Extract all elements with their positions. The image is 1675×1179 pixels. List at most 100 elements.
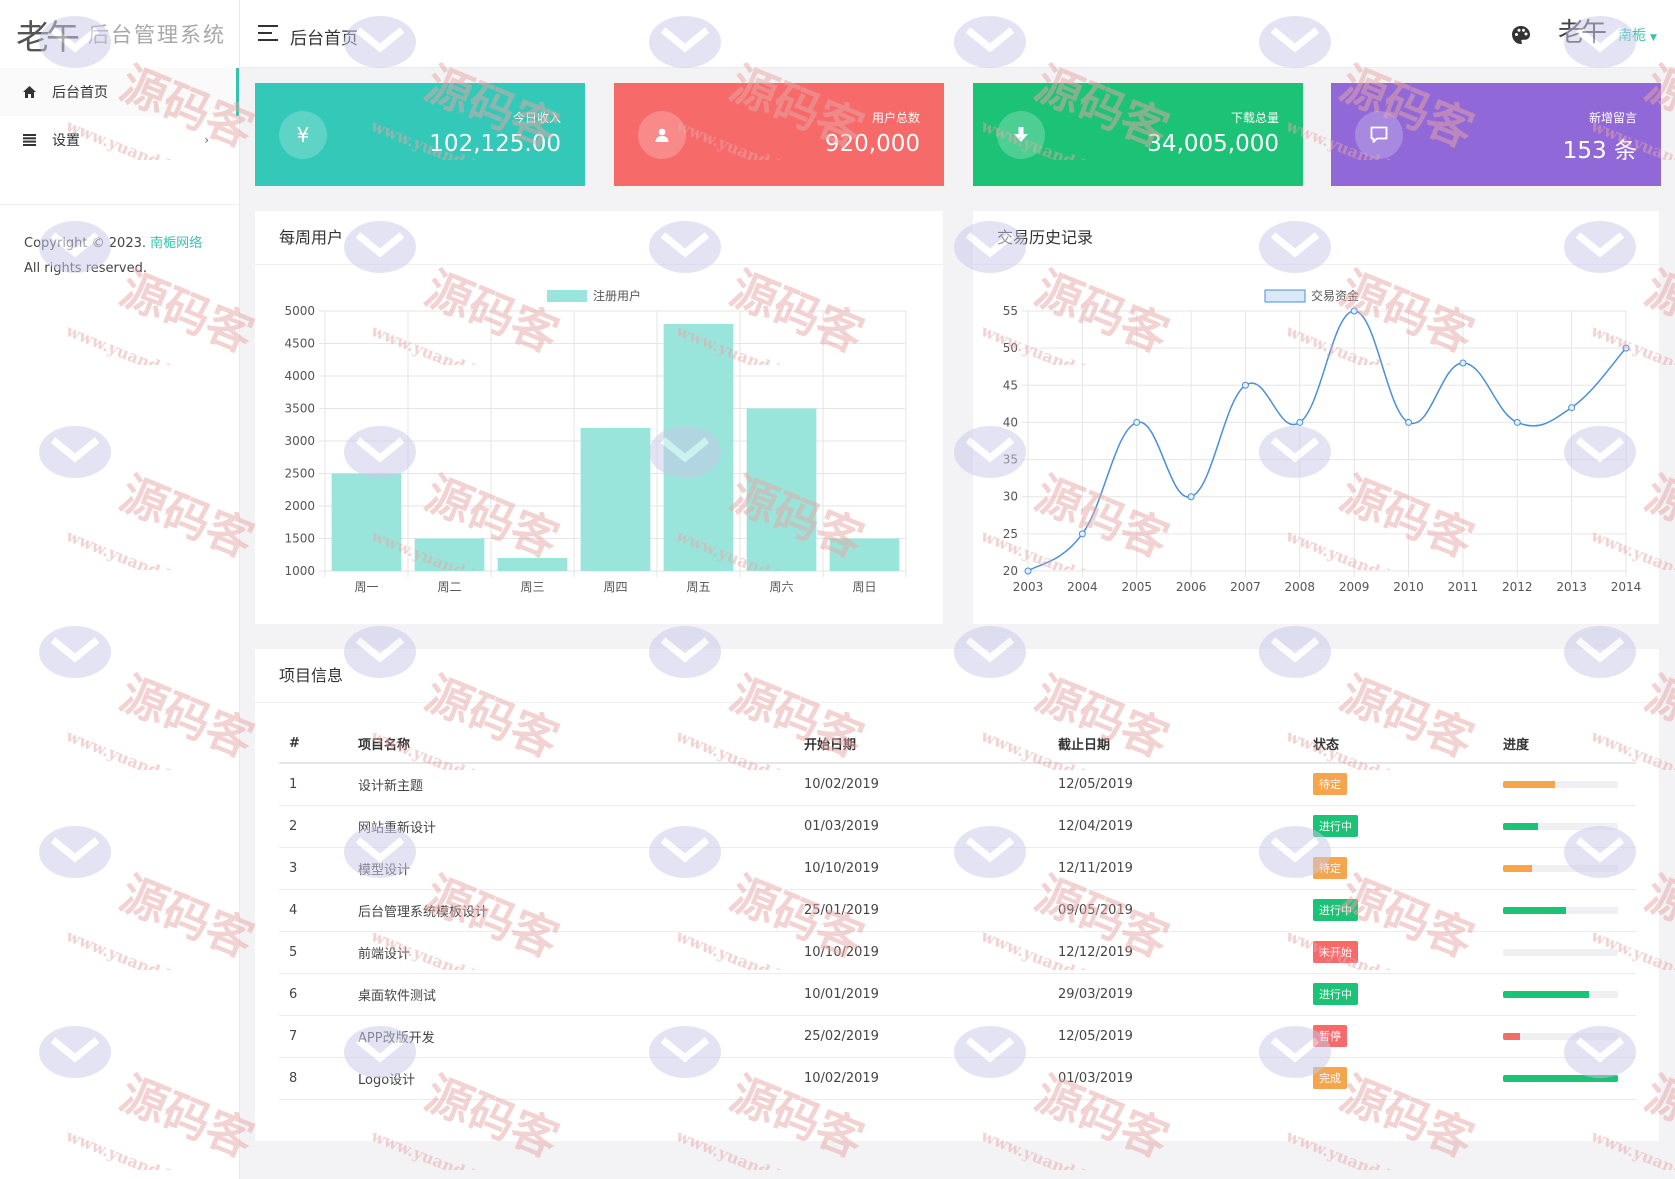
row-index: 6 [279,973,358,1016]
data-point[interactable] [1350,307,1358,315]
sidebar-item-label: 设置 [52,133,80,149]
logo-mark: 老午 [16,17,80,58]
copyright-suffix: All rights reserved. [24,261,147,276]
stat-label: 下载总量 [1230,111,1279,125]
project-table: # 项目名称 开始日期 截止日期 状态 进度 1 设计新主题 10/02/2019 1… [279,725,1636,1100]
row-index: 5 [279,931,358,974]
y-tick-label: 1500 [284,532,315,546]
user-icon [638,111,686,159]
data-point[interactable] [1296,418,1304,426]
copyright-prefix: Copyright © 2023. [24,236,151,251]
table-row: 3 模型设计 10/10/2019 12/11/2019 待定 [279,847,1636,890]
legend[interactable]: 注册用户 [547,288,641,303]
bar[interactable] [829,538,900,572]
logo[interactable]: 老午 后台管理系统 [0,0,239,68]
data-point[interactable] [1513,418,1521,426]
x-tick-label: 2014 [1611,580,1642,594]
yen-icon: ¥ [279,111,327,159]
x-tick-label: 2007 [1230,580,1261,594]
bar[interactable] [746,408,817,572]
data-point[interactable] [1568,404,1576,412]
y-tick-label: 40 [1003,415,1018,429]
stat-card-income: ¥ 今日收入 102,125.00 [255,83,585,186]
stat-label: 用户总数 [871,111,920,125]
chevron-right-icon: › [204,133,209,147]
y-tick-label: 4500 [284,337,315,351]
legend[interactable]: 交易资金 [1264,288,1359,303]
copyright-brand-link[interactable]: 南栀网络 [150,236,203,251]
download-icon [997,111,1045,159]
row-progress [1503,973,1636,1016]
x-tick-label: 周一 [354,580,378,594]
sidebar-item-home[interactable]: 后台首页 [0,68,239,116]
legend-swatch [1264,289,1306,303]
bar[interactable] [663,324,734,571]
row-index: 7 [279,1015,358,1058]
bar[interactable] [414,538,485,572]
status-badge: 未开始 [1313,941,1358,963]
avatar[interactable]: 老午 [1558,18,1607,48]
status-badge: 暂停 [1313,1025,1347,1047]
row-progress [1503,1015,1636,1058]
home-icon [22,85,36,99]
stat-label: 今日收入 [512,111,561,125]
progress-fill [1503,1032,1521,1040]
y-tick-label: 55 [1003,304,1018,318]
y-tick-label: 5000 [284,304,315,318]
data-point[interactable] [1024,567,1032,575]
data-point[interactable] [1187,493,1195,501]
progress-bar [1503,822,1618,830]
transaction-history-chart: 55 50 45 40 35 30 25 20 2003 2004 2005 2006 2007 2008… [1003,288,1642,594]
data-point[interactable] [1078,530,1086,538]
row-end-date: 12/05/2019 [1058,763,1313,806]
message-icon [1355,111,1403,159]
palette-icon[interactable] [1511,25,1531,45]
sidebar-item-settings[interactable]: 设置 › [0,116,239,164]
x-tick-label: 周四 [603,580,627,594]
bar[interactable] [580,428,651,571]
col-header-end: 截止日期 [1058,725,1313,764]
x-tick-label: 2009 [1339,580,1370,594]
menu-toggle-icon[interactable] [258,25,278,41]
weekly-users-chart: 5000 4500 4000 3500 3000 2500 2000 1500 1000 周一 周二… [284,288,907,594]
status-badge: 待定 [1313,857,1347,879]
x-tick-label: 周六 [769,580,793,594]
row-status: 暂停 [1313,1015,1503,1058]
y-tick-label: 1000 [284,564,315,578]
status-badge: 进行中 [1313,983,1358,1005]
progress-bar [1503,906,1618,914]
y-tick-label: 4000 [284,369,315,383]
copyright: Copyright © 2023. 南栀网络 All rights reserv… [0,205,239,281]
row-start-date: 10/10/2019 [804,847,1058,890]
data-point[interactable] [1241,381,1249,389]
progress-fill [1503,990,1590,998]
progress-fill [1503,864,1532,872]
list-icon [22,133,36,147]
row-status: 待定 [1313,847,1503,890]
row-status: 完成 [1313,1057,1503,1100]
username: 南栀 [1618,28,1646,44]
row-name: 网站重新设计 [358,805,804,848]
row-progress [1503,763,1636,806]
table-row: 2 网站重新设计 01/03/2019 12/04/2019 进行中 [279,805,1636,848]
stat-label: 新增留言 [1588,111,1637,125]
data-point[interactable] [1133,418,1141,426]
stat-value: 34,005,000 [1147,131,1279,157]
y-tick-label: 30 [1003,490,1018,504]
x-tick-label: 2013 [1556,580,1587,594]
data-point[interactable] [1459,359,1467,367]
grid [1022,310,1627,577]
stat-card-messages: 新增留言 153 条 [1331,83,1661,186]
table-row: 6 桌面软件测试 10/01/2019 29/03/2019 进行中 [279,973,1636,1016]
data-point[interactable] [1622,344,1630,352]
status-badge: 进行中 [1313,815,1358,837]
data-point[interactable] [1405,418,1413,426]
y-tick-label: 2000 [284,499,315,513]
row-progress [1503,1057,1636,1100]
user-menu[interactable]: 南栀 ▼ [1618,25,1657,45]
row-name: 后台管理系统模板设计 [358,889,804,932]
row-end-date: 12/05/2019 [1058,1015,1313,1058]
row-end-date: 12/04/2019 [1058,805,1313,848]
bar[interactable] [331,473,402,572]
bar[interactable] [497,558,568,571]
